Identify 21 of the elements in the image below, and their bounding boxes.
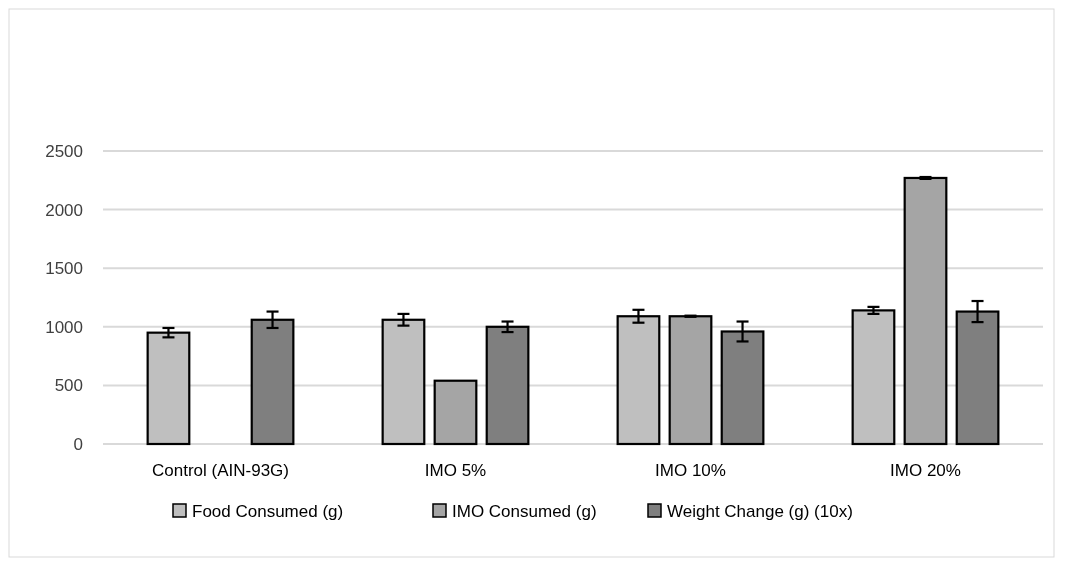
bar [851, 309, 896, 446]
bar [485, 325, 530, 446]
legend-label: IMO Consumed (g) [452, 501, 597, 521]
y-tick-label: 1500 [45, 259, 83, 279]
x-tick-label: IMO 10% [655, 461, 726, 480]
y-tick-label: 2500 [45, 141, 83, 161]
x-tick-label: Control (AIN-93G) [152, 461, 289, 480]
bar [146, 331, 191, 446]
x-tick-label: IMO 5% [424, 461, 487, 480]
y-tick-label: 2000 [45, 200, 83, 220]
bar [668, 315, 713, 446]
legend-label: Food Consumed (g) [192, 501, 344, 521]
y-tick-label: 500 [54, 376, 83, 396]
y-tick-label: 1000 [45, 317, 83, 337]
bar [616, 315, 661, 446]
bar [903, 176, 948, 446]
legend-label: Weight Change (g) (10x) [667, 501, 853, 521]
bar [381, 318, 426, 446]
y-tick-label: 0 [73, 434, 83, 454]
bar [433, 379, 478, 446]
x-tick-label: IMO 20% [890, 461, 961, 480]
